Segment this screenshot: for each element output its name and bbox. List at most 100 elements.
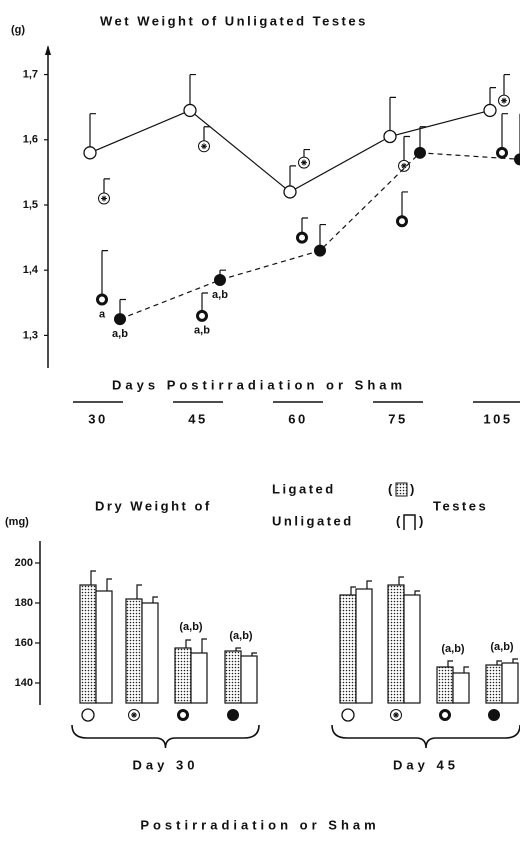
bar — [95, 590, 113, 704]
point-label: a,b — [194, 325, 210, 337]
point-label: a,b — [112, 328, 128, 340]
x-axis-label: Days Postirradiation or Sham — [112, 377, 406, 392]
x-tick-label: 75 — [388, 411, 407, 426]
error-bar — [501, 113, 508, 148]
error-bar — [398, 576, 404, 585]
marker — [496, 146, 508, 159]
chart-title: Dry Weight of — [95, 498, 212, 513]
marker — [83, 146, 97, 160]
marker — [314, 244, 326, 257]
bar — [174, 647, 192, 704]
bar-label: (a,b) — [179, 621, 203, 633]
group-label: Day 30 — [133, 757, 199, 772]
error-bar — [366, 580, 372, 589]
error-bar — [203, 126, 210, 142]
x-axis-label: Postirradiation or Sham — [140, 817, 379, 832]
marker — [483, 103, 497, 118]
y-tick-label: 1,6 — [23, 134, 38, 146]
chart-title: Wet Weight of Unligated Testes — [100, 13, 368, 28]
bar — [339, 594, 357, 704]
legend-label: Ligated — [272, 481, 336, 496]
y-tick-label: 180 — [15, 597, 33, 609]
error-bar — [403, 135, 410, 161]
marker — [396, 215, 408, 228]
bar — [485, 664, 503, 704]
error-bar — [503, 73, 510, 96]
bar — [79, 584, 97, 704]
legend-swatch — [403, 514, 416, 530]
marker — [514, 153, 520, 166]
error-bar — [419, 126, 426, 148]
error-bar — [414, 590, 420, 595]
x-tick-label: 60 — [288, 411, 307, 426]
y-tick-label: 1,7 — [23, 68, 38, 80]
marker — [296, 231, 308, 244]
bar — [355, 588, 373, 704]
marker-hatch — [201, 143, 207, 150]
marker — [177, 709, 189, 721]
error-bar — [235, 647, 241, 651]
y-unit: (g) — [11, 24, 25, 36]
error-bar — [189, 73, 196, 106]
error-bar — [101, 250, 108, 295]
marker — [341, 708, 355, 722]
bar-label: (a,b) — [229, 630, 253, 642]
y-tick-label: 1,4 — [23, 264, 39, 276]
error-bar — [447, 660, 453, 667]
error-bar — [185, 639, 191, 648]
chart-title-suffix: Testes — [433, 498, 488, 513]
marker — [96, 293, 108, 306]
x-tick-label: 45 — [188, 411, 207, 426]
point-label: a,b — [212, 289, 228, 301]
y-tick-label: 160 — [15, 637, 33, 649]
bar-label: (a,b) — [490, 641, 514, 653]
group-label: Day 45 — [393, 757, 459, 772]
bar — [125, 598, 143, 704]
legend-paren: ( — [396, 513, 403, 528]
point-label: a — [99, 308, 106, 320]
error-bar — [201, 638, 207, 653]
error-bar — [201, 292, 208, 311]
bar — [452, 672, 470, 704]
bar — [403, 594, 421, 704]
group-brace — [71, 724, 260, 749]
y-tick-label: 1,5 — [23, 199, 38, 211]
marker — [488, 709, 500, 721]
bar — [141, 602, 159, 704]
marker — [283, 185, 297, 199]
marker-hatch — [393, 712, 399, 718]
y-tick-label: 140 — [15, 677, 33, 689]
error-bar — [106, 578, 112, 591]
marker-hatch — [131, 712, 137, 718]
bar — [501, 662, 519, 704]
error-bar — [319, 223, 326, 246]
marker-hatch — [301, 159, 307, 166]
error-bar — [303, 148, 310, 158]
legend-paren: ) — [419, 513, 426, 528]
error-bar — [103, 178, 110, 194]
bar — [224, 650, 242, 704]
error-bar — [389, 96, 396, 132]
error-bar — [301, 217, 308, 233]
bar — [190, 652, 208, 704]
y-tick-label: 1,3 — [23, 329, 38, 341]
marker — [439, 709, 451, 721]
marker — [414, 146, 426, 159]
legend-paren: ( — [388, 481, 395, 496]
marker-hatch — [401, 162, 407, 169]
marker — [227, 709, 239, 721]
legend-swatch — [395, 482, 408, 497]
error-bar — [89, 113, 96, 148]
error-bar — [496, 660, 502, 665]
error-bar — [350, 586, 356, 595]
marker-hatch — [101, 195, 107, 202]
marker — [81, 708, 95, 722]
bar-label: (a,b) — [441, 643, 465, 655]
error-bar — [119, 298, 126, 315]
bar — [240, 655, 258, 704]
legend-label: Unligated — [272, 513, 354, 528]
y-unit: (mg) — [5, 516, 29, 528]
error-bar — [90, 570, 96, 585]
error-bar — [401, 191, 408, 217]
